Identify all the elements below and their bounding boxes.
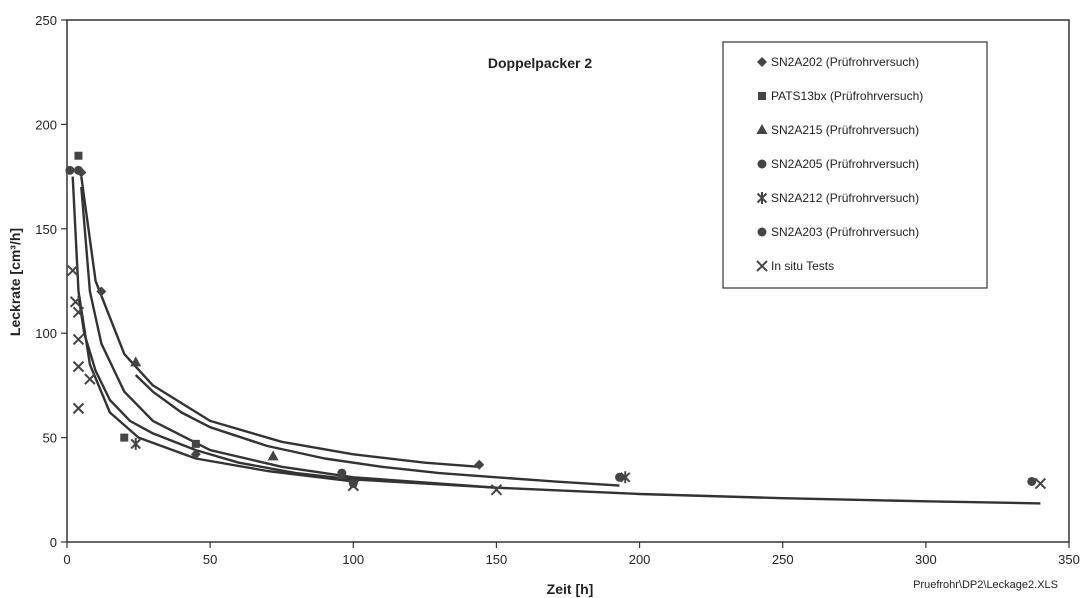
data-point-series-6 <box>65 165 75 175</box>
data-points <box>65 151 1047 496</box>
data-point-series-7 <box>84 373 96 385</box>
data-point-series-2 <box>191 439 200 448</box>
trend-line-7 <box>77 295 497 489</box>
legend-label-2: PATS13bx (Prüfrohrversuch) <box>771 89 923 103</box>
legend-label-6: SN2A203 (Prüfrohrversuch) <box>771 225 919 239</box>
data-point-series-5 <box>130 437 141 450</box>
data-point-series-3 <box>267 450 279 461</box>
y-axis-title: Leckrate [cm³/h] <box>7 228 23 336</box>
data-point-series-4 <box>1027 476 1037 486</box>
data-point-series-5 <box>620 471 631 484</box>
data-point-series-7 <box>1034 477 1047 490</box>
data-point-series-1 <box>96 286 107 297</box>
x-tick-label: 50 <box>203 552 217 567</box>
data-point-series-4 <box>337 468 347 478</box>
y-tick-label: 0 <box>50 535 57 550</box>
data-point-series-2 <box>74 151 83 160</box>
x-tick-label: 200 <box>629 552 651 567</box>
data-point-series-6 <box>348 479 358 489</box>
y-tick-label: 50 <box>43 431 57 446</box>
x-tick-label: 0 <box>63 552 70 567</box>
data-point-series-7 <box>72 360 85 373</box>
legend-label-5: SN2A212 (Prüfrohrversuch) <box>771 191 919 205</box>
data-point-series-7 <box>72 333 85 346</box>
data-point-series-7 <box>72 306 85 319</box>
legend-marker-3 <box>756 124 768 134</box>
x-tick-label: 300 <box>915 552 937 567</box>
data-point-series-1 <box>190 449 201 460</box>
data-point-series-7 <box>72 402 85 415</box>
legend-label-1: SN2A202 (Prüfrohrversuch) <box>771 55 919 69</box>
legend-marker-1 <box>757 57 767 67</box>
data-point-series-7 <box>490 484 503 496</box>
data-point-series-7 <box>67 264 79 277</box>
y-tick-label: 200 <box>35 117 57 132</box>
y-tick-label: 250 <box>35 13 57 28</box>
y-tick-label: 150 <box>35 222 57 237</box>
x-axis: 0 50 100 150 200 250 300 350 <box>63 542 1080 567</box>
trend-line-4 <box>80 186 1041 505</box>
x-tick-label: 250 <box>772 552 794 567</box>
trend-line-3 <box>134 374 620 487</box>
legend-label-3: SN2A215 (Prüfrohrversuch) <box>771 123 919 137</box>
y-tick-label: 100 <box>35 326 57 341</box>
source-footnote: Pruefrohr\DP2\Leckage2.XLS <box>913 579 1058 591</box>
x-axis-title: Zeit [h] <box>547 581 594 597</box>
data-point-series-1 <box>474 459 485 470</box>
x-tick-label: 150 <box>486 552 508 567</box>
chart-title: Doppelpacker 2 <box>488 55 592 71</box>
x-tick-label: 350 <box>1058 552 1080 567</box>
legend-marker-6 <box>757 227 767 237</box>
legend-marker-5 <box>756 192 768 204</box>
trend-line-1 <box>80 176 480 468</box>
legend-marker-7 <box>756 260 768 272</box>
legend-label-4: SN2A205 (Prüfrohrversuch) <box>771 157 919 171</box>
x-tick-label: 100 <box>342 552 364 567</box>
legend-box <box>722 41 988 289</box>
legend: SN2A202 (Prüfrohrversuch) PATS13bx (Prüfr… <box>722 41 988 289</box>
data-point-series-7 <box>69 296 82 308</box>
data-point-series-2 <box>120 433 129 442</box>
y-axis: 0 50 100 150 200 250 <box>35 13 67 550</box>
legend-label-7: In situ Tests <box>771 259 834 273</box>
legend-marker-2 <box>758 92 766 100</box>
data-point-series-7 <box>347 479 359 492</box>
trend-lines <box>71 176 1041 505</box>
data-point-series-3 <box>130 356 142 367</box>
legend-marker-4 <box>757 159 767 169</box>
data-point-series-4 <box>73 165 83 175</box>
